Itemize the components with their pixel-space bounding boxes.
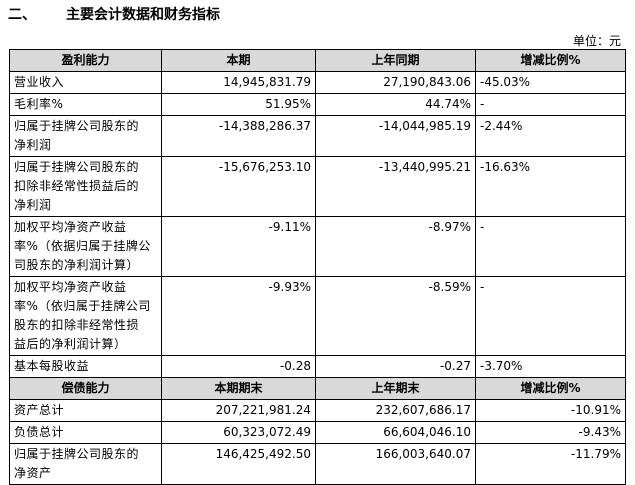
row-previous: 27,190,843.06 <box>315 71 476 94</box>
table-row: 毛利率% 51.95% 44.74% - <box>9 93 626 116</box>
section-title: 主要会计数据和财务指标 <box>66 7 220 23</box>
row-label: 负债总计 <box>9 421 162 444</box>
row-label: 毛利率% <box>9 93 162 116</box>
solvency-header-current: 本期期末 <box>161 377 316 400</box>
row-change: - <box>475 93 626 116</box>
row-current: 14,945,831.79 <box>161 71 316 94</box>
row-label: 归属于挂牌公司股东的 净利润 <box>9 115 162 157</box>
row-current: -15,676,253.10 <box>161 156 316 217</box>
row-change: -3.70% <box>475 355 626 378</box>
row-change: -9.43% <box>475 421 626 444</box>
row-label: 营业收入 <box>9 71 162 94</box>
row-label: 基本每股收益 <box>9 355 162 378</box>
row-change: -16.63% <box>475 156 626 217</box>
solvency-header-change: 增减比例% <box>475 377 626 400</box>
row-previous: -14,044,985.19 <box>315 115 476 157</box>
row-current: 146,425,492.50 <box>161 443 316 485</box>
table-row: 归属于挂牌公司股东的 扣除非经常性损益后的 净利润 -15,676,253.10… <box>9 156 626 217</box>
row-current: 60,323,072.49 <box>161 421 316 444</box>
solvency-header-previous: 上年期末 <box>315 377 476 400</box>
financial-table: 盈利能力 本期 上年同期 增减比例% 营业收入 14,945,831.79 27… <box>9 49 626 485</box>
table-row: 归属于挂牌公司股东的 净利润 -14,388,286.37 -14,044,98… <box>9 115 626 157</box>
row-change: -11.79% <box>475 443 626 485</box>
row-current: -14,388,286.37 <box>161 115 316 157</box>
row-previous: 44.74% <box>315 93 476 116</box>
row-change: - <box>475 276 626 356</box>
row-label: 加权平均净资产收益 率%（依据归属于挂牌公 司股东的净利润计算） <box>9 216 162 277</box>
unit-label: 单位：元 <box>572 34 621 48</box>
row-change: - <box>475 216 626 277</box>
profit-header-row: 盈利能力 本期 上年同期 增减比例% <box>9 49 626 72</box>
row-label: 加权平均净资产收益 率%（依归属于挂牌公司 股东的扣除非经常性损 益后的净利润计… <box>9 276 162 356</box>
section-number: 二、 <box>8 7 36 23</box>
row-change: -2.44% <box>475 115 626 157</box>
row-current: -0.28 <box>161 355 316 378</box>
profit-header-change: 增减比例% <box>475 49 626 72</box>
section-heading: 二、 主要会计数据和财务指标 <box>8 4 220 24</box>
row-previous: -8.59% <box>315 276 476 356</box>
row-label: 资产总计 <box>9 399 162 422</box>
table-row: 归属于挂牌公司股东的 净资产 146,425,492.50 166,003,64… <box>9 443 626 485</box>
row-current: 207,221,981.24 <box>161 399 316 422</box>
profit-header-previous: 上年同期 <box>315 49 476 72</box>
row-previous: -13,440,995.21 <box>315 156 476 217</box>
row-label: 归属于挂牌公司股东的 净资产 <box>9 443 162 485</box>
row-label: 归属于挂牌公司股东的 扣除非经常性损益后的 净利润 <box>9 156 162 217</box>
row-previous: -0.27 <box>315 355 476 378</box>
row-previous: -8.97% <box>315 216 476 277</box>
table-row: 基本每股收益 -0.28 -0.27 -3.70% <box>9 355 626 378</box>
row-change: -45.03% <box>475 71 626 94</box>
row-current: -9.11% <box>161 216 316 277</box>
profit-header-label: 盈利能力 <box>9 49 162 72</box>
row-previous: 166,003,640.07 <box>315 443 476 485</box>
table-row: 资产总计 207,221,981.24 232,607,686.17 -10.9… <box>9 399 626 422</box>
solvency-header-row: 偿债能力 本期期末 上年期末 增减比例% <box>9 377 626 400</box>
row-current: -9.93% <box>161 276 316 356</box>
table-row: 加权平均净资产收益 率%（依归属于挂牌公司 股东的扣除非经常性损 益后的净利润计… <box>9 276 626 356</box>
solvency-header-label: 偿债能力 <box>9 377 162 400</box>
profit-header-current: 本期 <box>161 49 316 72</box>
table-row: 加权平均净资产收益 率%（依据归属于挂牌公 司股东的净利润计算） -9.11% … <box>9 216 626 277</box>
table-row: 营业收入 14,945,831.79 27,190,843.06 -45.03% <box>9 71 626 94</box>
table-row: 负债总计 60,323,072.49 66,604,046.10 -9.43% <box>9 421 626 444</box>
row-change: -10.91% <box>475 399 626 422</box>
row-previous: 66,604,046.10 <box>315 421 476 444</box>
row-current: 51.95% <box>161 93 316 116</box>
row-previous: 232,607,686.17 <box>315 399 476 422</box>
